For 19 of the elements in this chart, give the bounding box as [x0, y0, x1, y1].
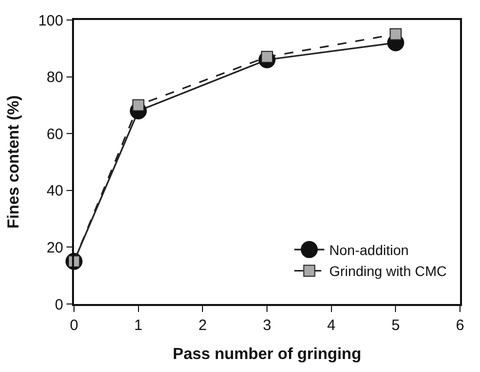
x-tick-label: 1	[134, 316, 142, 334]
x-tick-label: 0	[70, 316, 78, 334]
x-axis-title: Pass number of gringing	[172, 346, 362, 363]
y-tick-label: 0	[54, 296, 64, 314]
y-tick-label: 40	[46, 182, 64, 200]
y-tick-label: 100	[38, 12, 64, 30]
point	[132, 99, 144, 112]
y-tick-label: 80	[46, 69, 64, 86]
legend-label: Grinding with CMC	[329, 263, 447, 280]
x-tick-label: 5	[392, 316, 400, 334]
y-tick-label: 60	[46, 126, 64, 143]
y-tick-label: 20	[46, 239, 64, 256]
x-tick-label: 4	[327, 316, 336, 334]
legend-label: Non-addition	[329, 242, 409, 258]
x-tick-label: 3	[262, 316, 272, 334]
x-tick-label: 6	[456, 316, 464, 334]
x-tick-label: 2	[198, 316, 207, 334]
point	[390, 28, 402, 40]
y-axis-title: Fines content (%)	[6, 95, 23, 229]
